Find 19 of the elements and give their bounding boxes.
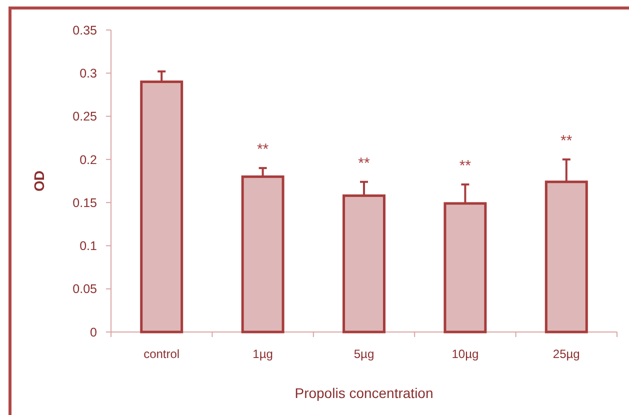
- y-tick-label: 0.3: [80, 66, 98, 81]
- y-tick-label: 0.05: [72, 282, 98, 296]
- annotation: **: [256, 141, 269, 158]
- y-tick-label: 0: [90, 325, 98, 340]
- y-axis-title: OD: [31, 170, 47, 192]
- x-tick-label: 10µg: [452, 347, 479, 361]
- y-tick-label: 0.2: [80, 152, 98, 167]
- x-tick-label: control: [144, 347, 180, 361]
- y-tick-label: 0.25: [72, 110, 98, 124]
- annotation: **: [459, 157, 472, 174]
- x-tick-label: 1µg: [252, 347, 273, 361]
- x-axis-title: Propolis concentration: [294, 385, 434, 401]
- x-tick-label: 25µg: [552, 347, 580, 361]
- y-tick-label: 0.35: [72, 23, 98, 38]
- annotation: **: [560, 132, 572, 150]
- x-tick-label: 5µg: [354, 347, 374, 361]
- y-tick-label: 0.15: [72, 196, 98, 210]
- annotation: **: [358, 154, 370, 172]
- y-tick-label: 0.1: [80, 239, 98, 254]
